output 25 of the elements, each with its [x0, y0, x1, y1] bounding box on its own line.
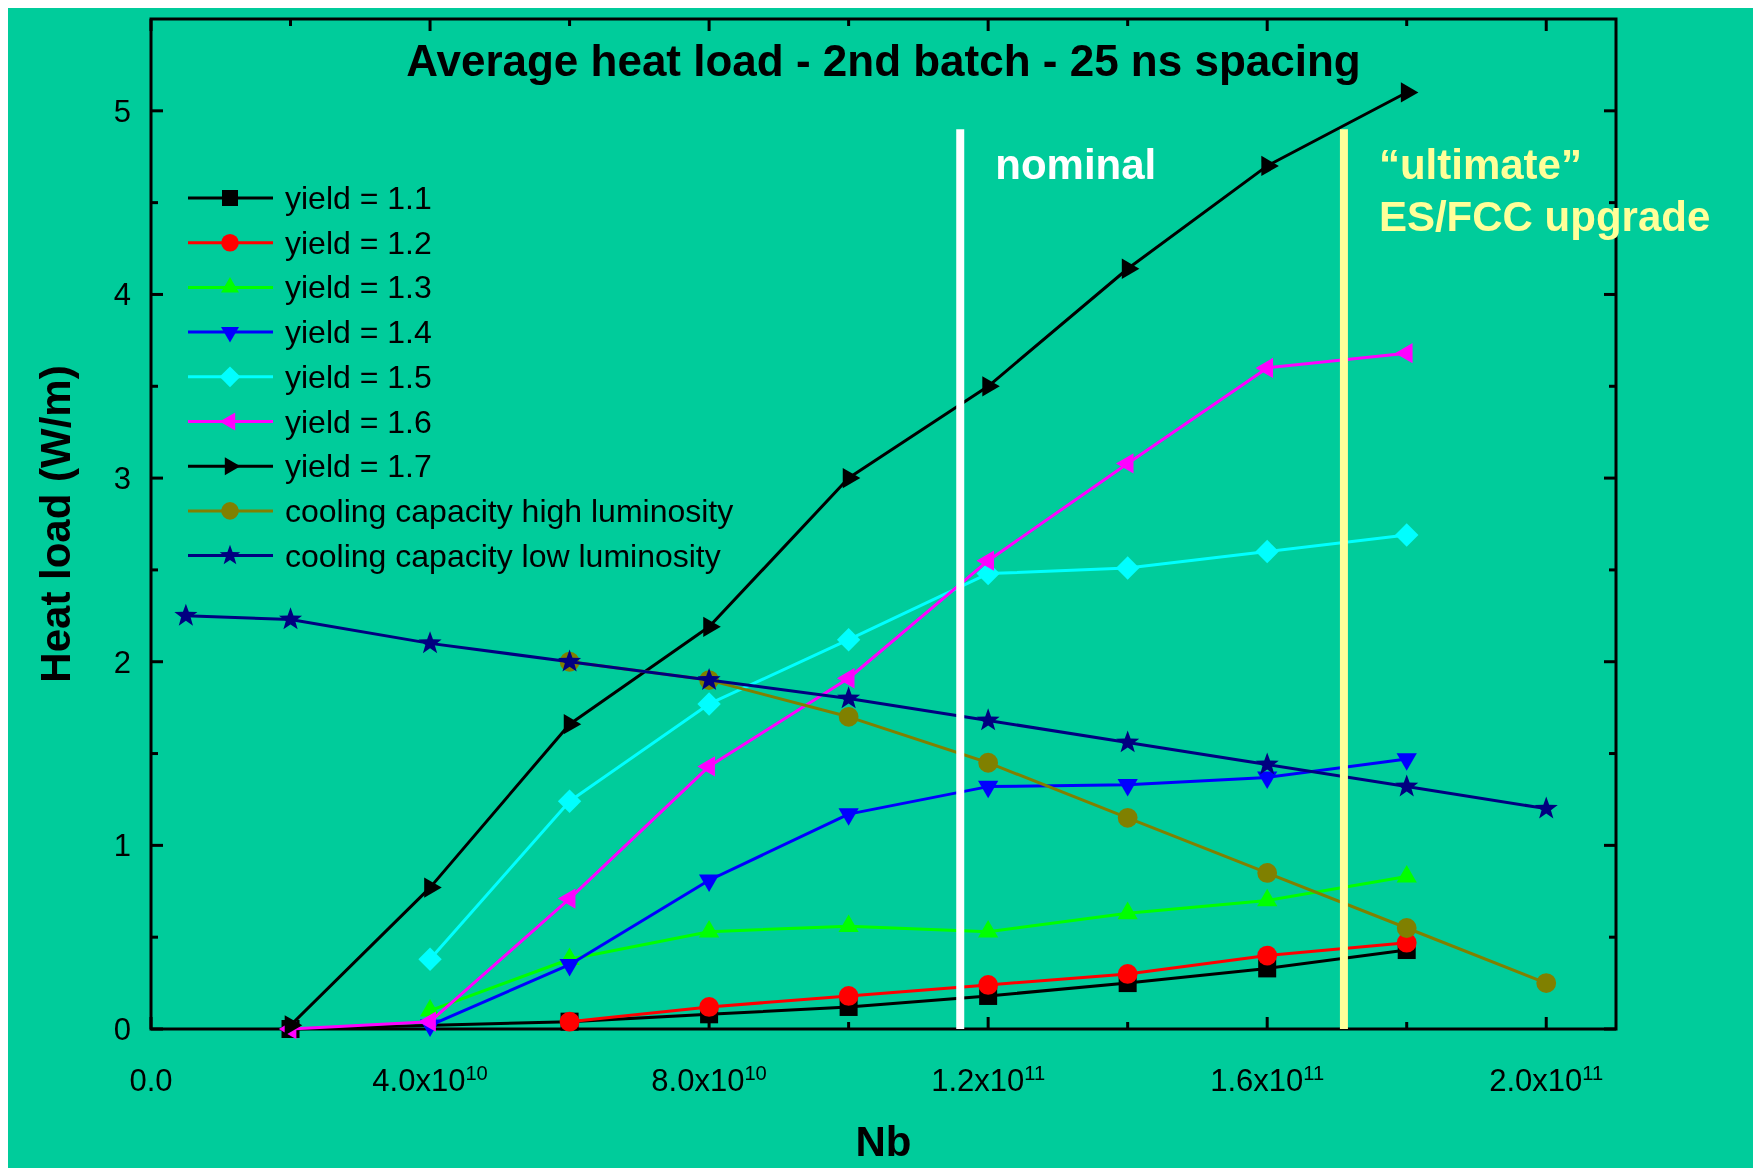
x-tick-label: 8.0x10$^{10}$ — [651, 1062, 767, 1098]
legend-label: yield = 1.6 — [285, 403, 432, 440]
x-tick-label: 2.0x10$^{11}$ — [1489, 1062, 1604, 1098]
legend-label: yield = 1.7 — [285, 448, 432, 485]
legend-label: yield = 1.1 — [285, 180, 432, 216]
legend-label: yield = 1.4 — [285, 314, 432, 351]
y-tick-label: 5 — [113, 93, 131, 129]
x-axis-title: Nb — [855, 1118, 912, 1165]
chart-title: Average heat load - 2nd batch - 25 ns spacing — [406, 36, 1361, 85]
legend-label: yield = 1.2 — [285, 224, 432, 261]
y-axis-title: Heat load (W/m) — [32, 365, 79, 683]
y-tick-label: 2 — [113, 644, 131, 680]
y-tick-label: 1 — [113, 828, 131, 864]
y-tick-label: 3 — [113, 461, 131, 497]
legend-label: cooling capacity low luminosity — [285, 537, 721, 574]
x-tick-label: 1.2x10$^{11}$ — [931, 1062, 1046, 1098]
legend-label: cooling capacity high luminosity — [285, 492, 734, 529]
legend-label: yield = 1.3 — [285, 269, 432, 306]
x-tick-label: 1.6x10$^{11}$ — [1210, 1062, 1325, 1098]
x-tick-label: 0.0 — [129, 1063, 173, 1098]
x-tick-label: 4.0x10$^{10}$ — [372, 1062, 488, 1098]
ref-line-label: nominal — [995, 141, 1157, 189]
y-tick-label: 4 — [113, 277, 131, 313]
y-tick-label: 0 — [113, 1012, 131, 1047]
legend-label: yield = 1.5 — [285, 358, 432, 395]
